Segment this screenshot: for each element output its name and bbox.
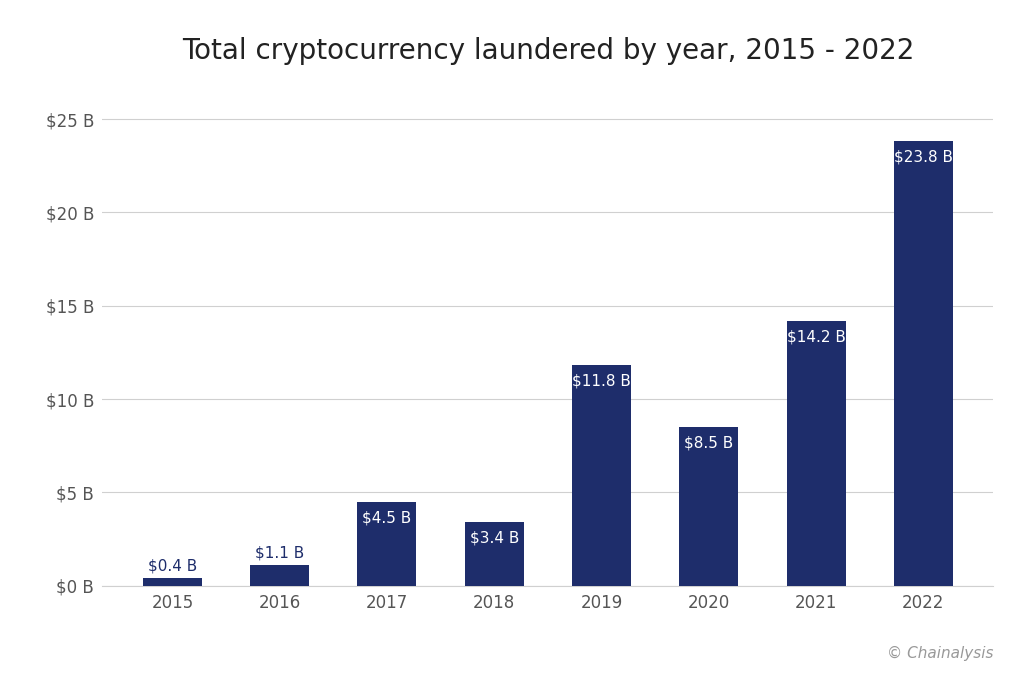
Bar: [786, 321, 846, 586]
Text: © Chainalysis: © Chainalysis: [887, 646, 993, 661]
Bar: [572, 366, 631, 586]
Bar: [894, 142, 952, 586]
Text: $23.8 B: $23.8 B: [894, 150, 952, 165]
Bar: [250, 565, 309, 586]
Text: $0.4 B: $0.4 B: [147, 558, 197, 573]
Bar: [143, 578, 202, 586]
Text: $3.4 B: $3.4 B: [470, 530, 519, 545]
Text: $14.2 B: $14.2 B: [786, 329, 846, 344]
Title: Total cryptocurrency laundered by year, 2015 - 2022: Total cryptocurrency laundered by year, …: [181, 37, 914, 65]
Text: $11.8 B: $11.8 B: [572, 374, 631, 389]
Text: $4.5 B: $4.5 B: [362, 510, 412, 525]
Text: $1.1 B: $1.1 B: [255, 545, 304, 560]
Text: $8.5 B: $8.5 B: [684, 435, 733, 450]
Bar: [679, 427, 738, 586]
Bar: [357, 502, 417, 586]
Bar: [465, 522, 523, 586]
